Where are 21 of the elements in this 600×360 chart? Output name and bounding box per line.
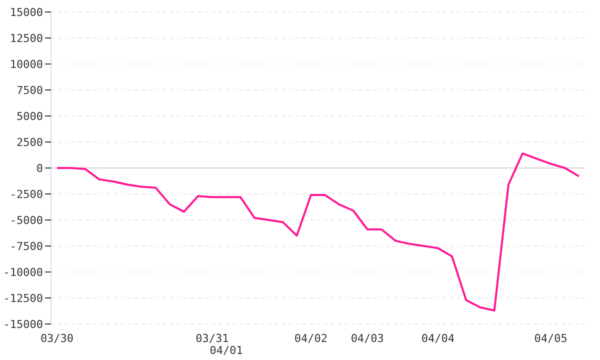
y-tick-label: 0 bbox=[36, 162, 43, 175]
y-tick-label: 2500 bbox=[16, 136, 43, 149]
y-tick-label: -2500 bbox=[10, 188, 43, 201]
x-tick-label: 03/30 bbox=[40, 332, 74, 345]
y-tick-label: 10000 bbox=[10, 58, 43, 71]
x-tick-label: 04/02 bbox=[294, 332, 328, 345]
y-tick-label: -12500 bbox=[3, 292, 43, 305]
y-tick-label: -15000 bbox=[3, 318, 43, 331]
y-tick-label: 12500 bbox=[10, 32, 43, 45]
x-tick-label: 04/05 bbox=[534, 332, 568, 345]
y-tick-label: 5000 bbox=[16, 110, 43, 123]
x-tick-label: 04/04 bbox=[421, 332, 455, 345]
x-tick-label: 03/31 bbox=[196, 332, 229, 345]
x-tick-label: 04/03 bbox=[350, 332, 384, 345]
line-series bbox=[56, 152, 580, 312]
y-tick-label: -5000 bbox=[10, 214, 43, 227]
y-tick-label: -10000 bbox=[3, 266, 43, 279]
y-tick-label: 15000 bbox=[10, 6, 43, 19]
x-tick-label: 04/01 bbox=[210, 344, 243, 357]
y-tick-label: 7500 bbox=[16, 84, 43, 97]
y-tick-label: -7500 bbox=[10, 240, 43, 253]
